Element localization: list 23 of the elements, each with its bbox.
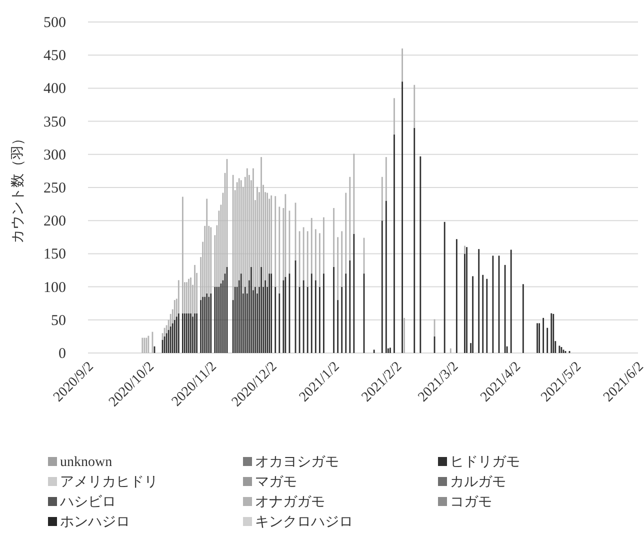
y-tick-label: 50 xyxy=(51,312,66,329)
y-tick-label: 0 xyxy=(58,346,66,362)
legend-label: unknown xyxy=(60,455,112,470)
legend-label: ヒドリガモ xyxy=(450,455,520,470)
legend-label: キンクロハジロ xyxy=(255,515,353,530)
y-tick-label: 450 xyxy=(44,48,66,64)
y-tick-label: 150 xyxy=(44,246,66,263)
legend-label: ホンハジロ xyxy=(60,515,130,530)
y-tick-label: 500 xyxy=(44,15,66,31)
y-tick-label: 350 xyxy=(44,114,66,130)
legend-label: カルガモ xyxy=(450,475,506,490)
legend-label: アメリカヒドリ xyxy=(60,475,158,490)
legend-label: ハシビロ xyxy=(59,494,116,510)
y-tick-label: 250 xyxy=(44,180,66,196)
y-tick-label: 300 xyxy=(44,147,66,164)
y-axis-title: カウント数（羽） xyxy=(10,132,26,244)
y-tick-label: 100 xyxy=(44,280,66,296)
legend-label: オナガガモ xyxy=(255,495,325,510)
legend-label: コガモ xyxy=(450,495,492,510)
y-tick-label: 400 xyxy=(44,81,66,98)
legend-label: マガモ xyxy=(255,475,297,490)
y-tick-label: 200 xyxy=(44,214,66,230)
legend-label: オカヨシガモ xyxy=(255,455,339,470)
